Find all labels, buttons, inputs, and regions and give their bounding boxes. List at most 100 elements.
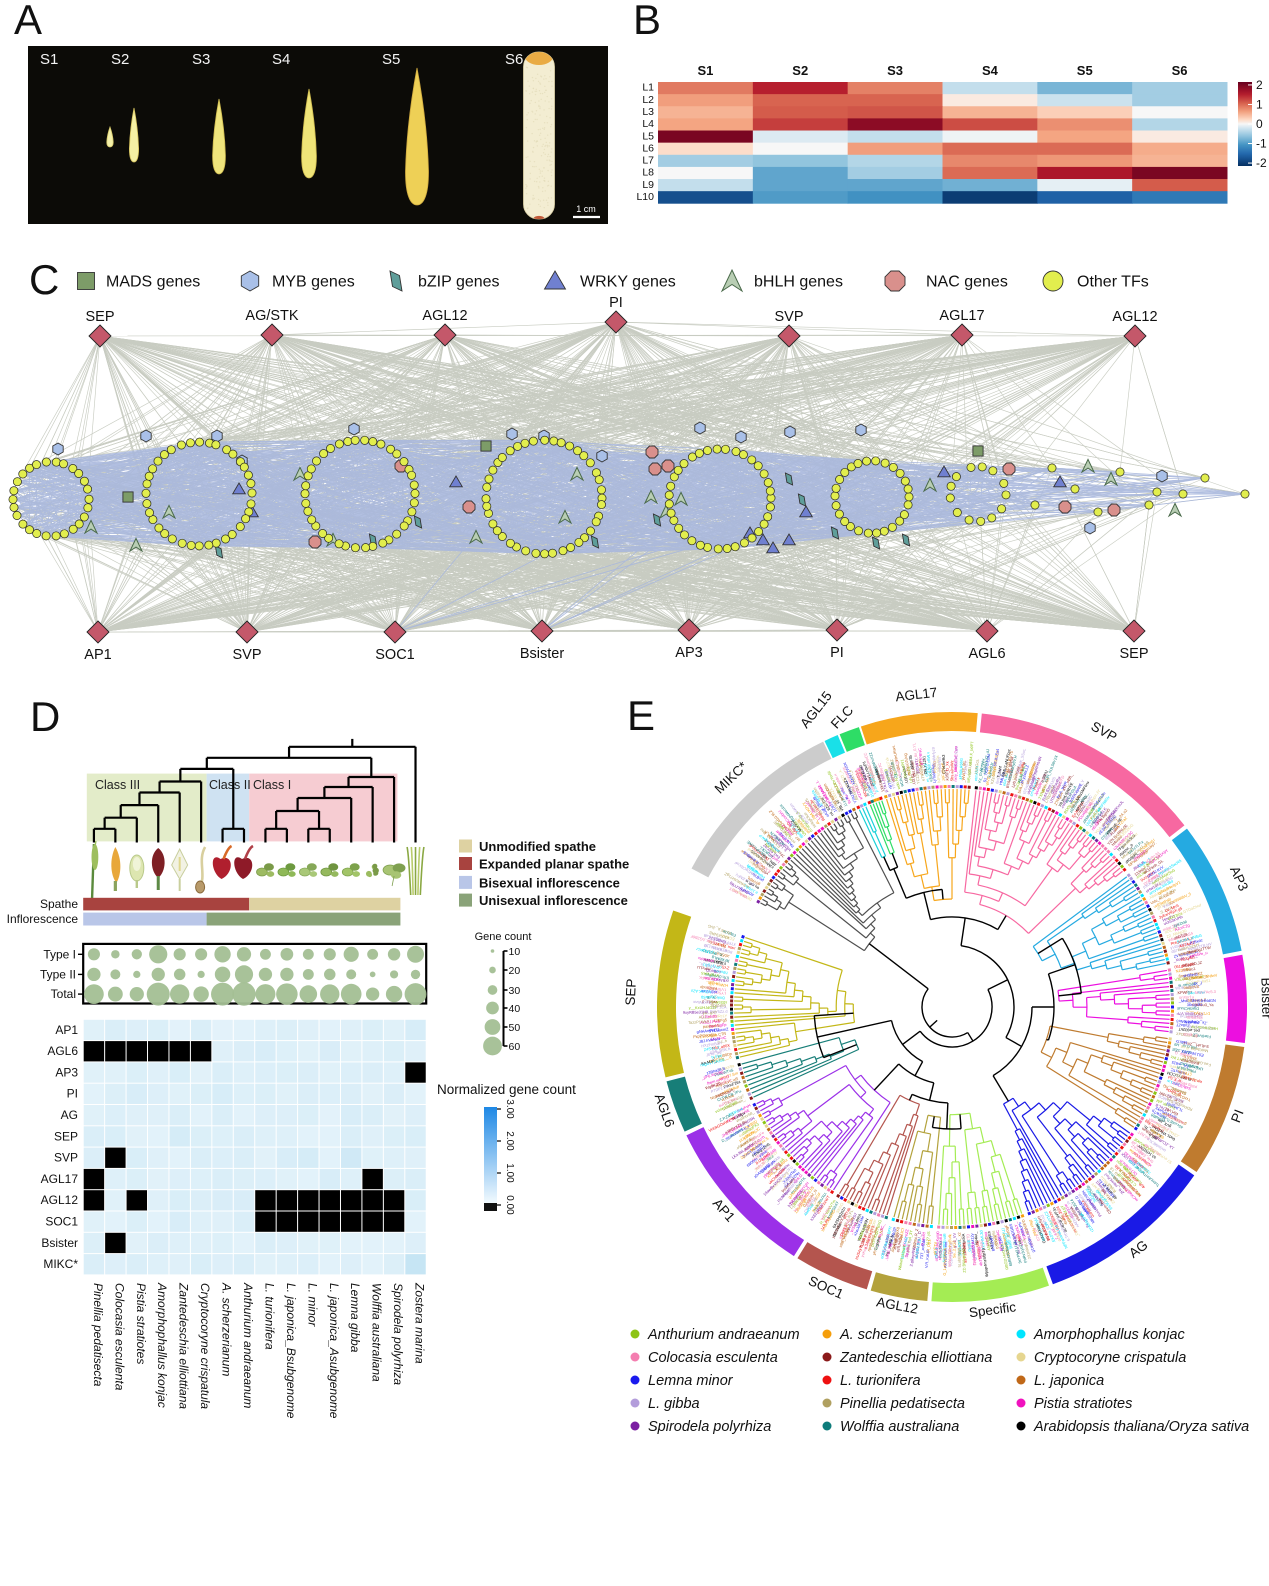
network-edge-gray	[355, 547, 988, 632]
network-hub-node	[239, 462, 249, 472]
network-hub-node	[765, 486, 775, 496]
mads-node-label: SOC1	[375, 647, 415, 663]
gene-matrix-cell	[298, 1211, 319, 1232]
network-hub-node	[409, 480, 419, 490]
gene-matrix-cell	[169, 1083, 190, 1104]
plant-icon-spirodela	[382, 863, 406, 887]
network-hub-node	[186, 540, 196, 550]
bubble	[299, 985, 318, 1003]
gene-matrix-cell	[298, 1062, 319, 1083]
plant-part	[156, 876, 160, 890]
colorbar-tick-label: 0	[1256, 117, 1263, 131]
network-edge-gray	[22, 321, 617, 475]
gene-matrix-cell	[233, 1105, 255, 1126]
network-hub-node	[763, 478, 773, 488]
gene-matrix-cell	[362, 1168, 383, 1190]
species-column-label: Colocasia esculenta	[112, 1283, 126, 1391]
plant-icon-spike	[90, 840, 99, 904]
heatmap-cell	[658, 179, 754, 192]
gene-matrix-cell	[126, 1232, 148, 1254]
bubble	[407, 945, 425, 963]
gene-matrix-cell	[126, 1105, 148, 1126]
clade-branch	[897, 795, 902, 810]
heatmap-row-label: L5	[642, 130, 654, 142]
network-edge-gray	[578, 542, 1135, 632]
bubble	[110, 969, 121, 980]
stage-label: S4	[272, 51, 290, 68]
network-hub-node	[747, 533, 757, 543]
gene-matrix-cell	[233, 1126, 255, 1147]
spadix-dot	[535, 141, 537, 143]
plant-icon-duckweed	[299, 863, 318, 877]
network-edge-gray	[968, 519, 1135, 632]
heatmap-cell	[942, 106, 1038, 119]
plant-icon-grass	[406, 846, 425, 896]
gene-matrix-cell	[83, 1019, 105, 1041]
network-edge-gray	[240, 334, 273, 462]
network-edge-gray	[577, 335, 1136, 452]
bubble	[404, 983, 427, 1006]
heatmap-cell	[752, 106, 849, 119]
spadix-dot	[526, 140, 529, 142]
plant-part	[94, 840, 97, 848]
network-node-octagon	[462, 500, 476, 514]
network-edge-gray	[164, 533, 838, 631]
gene-matrix-cell	[169, 1126, 190, 1147]
spadix-dot	[547, 180, 550, 183]
spadix-dot	[529, 172, 532, 175]
spadix-dot	[542, 152, 545, 154]
network-edge-gray	[99, 335, 153, 469]
network-edge-gray	[64, 533, 690, 631]
spadix-dot	[545, 78, 547, 80]
network-node-chevron	[1167, 502, 1183, 518]
network-node-hexagon	[52, 442, 64, 456]
gene-matrix-cell	[212, 1254, 233, 1275]
network-hub-node	[407, 507, 417, 517]
network-hub-node	[410, 489, 420, 498]
network-hub-node	[83, 484, 93, 494]
spadix-dot	[538, 168, 541, 170]
legend-octagon-icon	[884, 270, 906, 292]
network-edge-gray	[758, 531, 1135, 632]
network-edge-gray	[191, 545, 838, 631]
bubble	[111, 950, 120, 959]
spadix	[301, 88, 317, 179]
network-node-hexagon	[735, 430, 747, 444]
network-hub-node	[1001, 490, 1011, 500]
gene-matrix-cell	[255, 1232, 276, 1254]
gene-matrix-cell	[105, 1105, 126, 1126]
network-edge-blue	[316, 460, 405, 463]
heatmap-cell	[658, 118, 754, 131]
heatmap-cell	[1037, 166, 1133, 180]
plant-part	[309, 871, 318, 877]
network-edge-gray	[1133, 504, 1150, 632]
gene-matrix-cell	[298, 1147, 319, 1168]
plant-icon-rosette	[129, 854, 145, 888]
network-hub-node	[12, 511, 22, 520]
network-hub-node	[68, 524, 78, 534]
plant-part	[372, 863, 378, 869]
spadix-dot	[542, 127, 544, 130]
bubble	[214, 946, 231, 963]
spadix-dot	[544, 75, 546, 77]
legend-item-label: WRKY genes	[580, 274, 676, 291]
bubble	[214, 966, 231, 983]
network-hub-node	[579, 451, 589, 461]
plant-part	[330, 871, 339, 877]
network-hub-node	[831, 483, 841, 493]
gene-matrix-cell	[169, 1168, 190, 1190]
network-hub-node	[556, 438, 566, 448]
network-hub-node	[763, 512, 773, 522]
gene-matrix-cell	[405, 1232, 426, 1254]
network-edge-gray	[45, 535, 99, 633]
spadix-dot	[535, 90, 538, 92]
mads-node-label: AP1	[84, 647, 111, 663]
bubble	[107, 986, 123, 1002]
bubble	[280, 947, 294, 961]
spadix-dot	[526, 119, 528, 121]
heatmap-cell	[658, 142, 754, 156]
bubble	[197, 970, 205, 979]
network-edge-gray	[198, 545, 248, 633]
gene-matrix-cell	[126, 1083, 148, 1104]
